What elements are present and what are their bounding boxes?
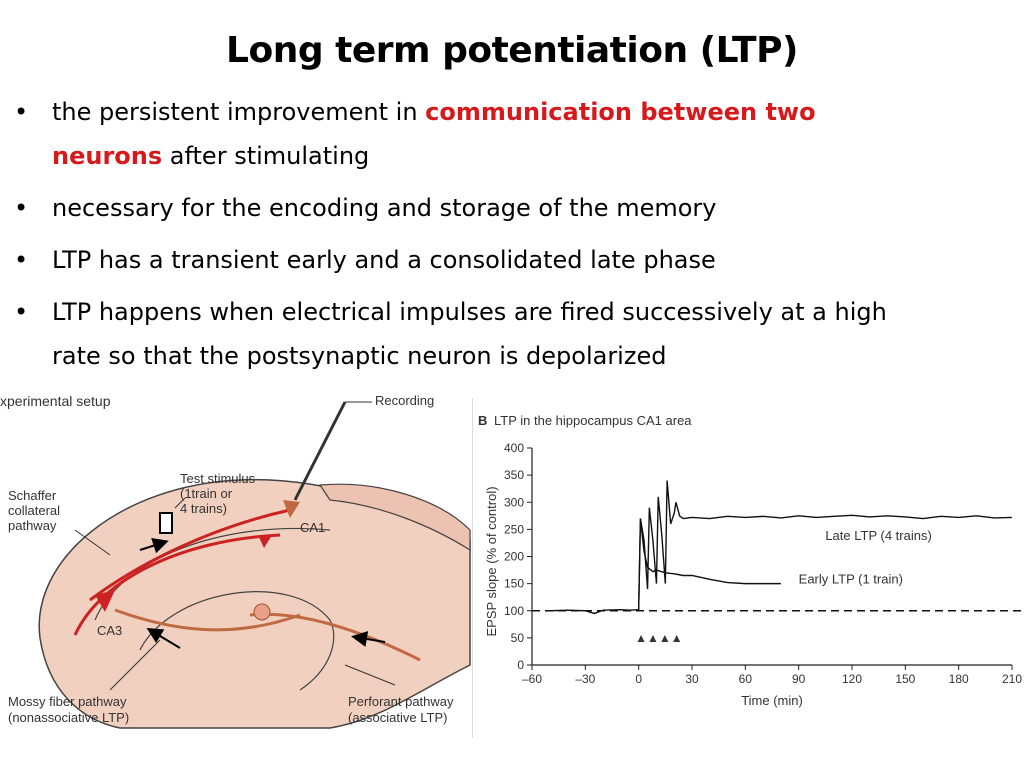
bullet-text: necessary for the encoding and storage o…	[52, 194, 717, 222]
ca3-fiber-line	[89, 508, 291, 602]
bullet-highlight: communication between two	[425, 98, 816, 126]
flow-arrow-icon	[139, 538, 169, 554]
recording-label: Recording	[375, 393, 434, 408]
bullet-item: • necessary for the encoding and storage…	[14, 186, 1009, 230]
slice-back-flap-shape	[318, 483, 471, 552]
recording-electrode-line	[293, 401, 347, 501]
chart-y-tick-label: 250	[504, 522, 524, 536]
flow-arrow-icon	[351, 631, 386, 647]
chart-x-tick-label: 150	[895, 672, 915, 686]
chart-x-tick-label: –30	[575, 672, 595, 686]
chart-x-tick-label: 180	[949, 672, 969, 686]
hippocampus-diagram: xperimental setup Recording Test stimulu…	[0, 393, 471, 729]
bullet-glyph: •	[14, 194, 29, 222]
perforant-pathway-label: (associative LTP)	[348, 710, 447, 725]
test-stimulus-label: Test stimulus	[180, 471, 256, 486]
bullet-item: • the persistent improvement in communic…	[14, 90, 1009, 178]
bullet-list: • the persistent improvement in communic…	[14, 90, 1009, 386]
chart-x-axis-label: Time (min)	[741, 693, 803, 708]
perforant-pathway-label: Perforant pathway	[348, 694, 454, 709]
schaffer-label: Schaffer	[8, 488, 57, 503]
chart-y-tick-label: 300	[504, 495, 524, 509]
series-line-late-ltp	[549, 480, 1013, 615]
perforant-leader-line	[344, 664, 396, 686]
mossy-fiber-label: Mossy fiber pathway	[8, 694, 127, 709]
dentate-neuron-shape	[253, 603, 271, 621]
bullet-text: LTP has a transient early and a consolid…	[52, 246, 716, 274]
stimulus-marker: ▲▲▲▲	[635, 631, 683, 645]
chart-x-tick-label: 0	[635, 672, 642, 686]
mossy-fiber-label: (nonassociative LTP)	[8, 710, 129, 725]
chart-y-tick-label: 0	[517, 658, 524, 672]
bullet-item: • LTP has a transient early and a consol…	[14, 238, 1009, 282]
chart-x-tick-label: –60	[522, 672, 542, 686]
ca1-neuron-shape	[283, 500, 300, 518]
chart-y-tick-label: 200	[504, 550, 524, 564]
test-stimulus-label: 4 trains)	[180, 501, 227, 516]
chart-y-tick-label: 350	[504, 468, 524, 482]
chart-y-tick-label: 100	[504, 604, 524, 618]
chart-title: LTP in the hippocampus CA1 area	[494, 413, 692, 428]
schaffer-pathway-line	[73, 533, 281, 636]
bullet-glyph: •	[14, 298, 29, 326]
ltp-chart: B LTP in the hippocampus CA1 area EPSP s…	[472, 398, 1022, 738]
schaffer-label: collateral	[8, 503, 60, 518]
ca3-label: CA3	[97, 623, 122, 638]
chart-x-tick-label: 60	[739, 672, 753, 686]
chart-x-tick-label: 120	[842, 672, 862, 686]
chart-x-tick-label: 210	[1002, 672, 1022, 686]
bullet-text: after stimulating	[162, 142, 370, 170]
series-label-early-ltp: Early LTP (1 train)	[799, 572, 903, 587]
schaffer-leader-line	[74, 529, 111, 556]
flow-arrow-icon	[146, 627, 181, 649]
test-stimulus-label: (1train or	[180, 486, 233, 501]
bullet-highlight: neurons	[52, 142, 163, 170]
chart-y-tick-label: 150	[504, 577, 524, 591]
series-label-late-ltp: Late LTP (4 trains)	[825, 528, 931, 543]
mossy-fiber-line	[114, 608, 301, 632]
diagram-panel-label: xperimental setup	[0, 393, 111, 409]
bullet-text: LTP happens when electrical impulses are…	[52, 298, 887, 326]
chart-x-tick-label: 30	[685, 672, 699, 686]
slice-dentate-line	[139, 591, 335, 691]
bullet-item: • LTP happens when electrical impulses a…	[14, 290, 1009, 378]
test-stimulus-leader-line	[174, 497, 186, 509]
bullet-text: rate so that the postsynaptic neuron is …	[52, 342, 667, 370]
schaffer-label: pathway	[8, 518, 57, 533]
bullet-text: the persistent improvement in	[52, 98, 426, 126]
chart-panel-label: B	[478, 413, 487, 428]
mossy-leader-line	[109, 639, 161, 691]
bullet-glyph: •	[14, 98, 29, 126]
schaffer-terminal-shape	[258, 535, 272, 548]
ca3-neuron-shape	[95, 590, 115, 612]
chart-y-tick-label: 50	[511, 631, 525, 645]
ca1-label: CA1	[300, 520, 325, 535]
slide-title: Long term potentiation (LTP)	[226, 30, 798, 71]
chart-x-tick-label: 90	[792, 672, 806, 686]
stimulus-electrode-shape	[159, 512, 173, 534]
chart-y-tick-label: 400	[504, 441, 524, 455]
chart-y-axis-label: EPSP slope (% of control)	[484, 486, 499, 636]
bullet-glyph: •	[14, 246, 29, 274]
series-line-early-ltp	[637, 518, 781, 610]
